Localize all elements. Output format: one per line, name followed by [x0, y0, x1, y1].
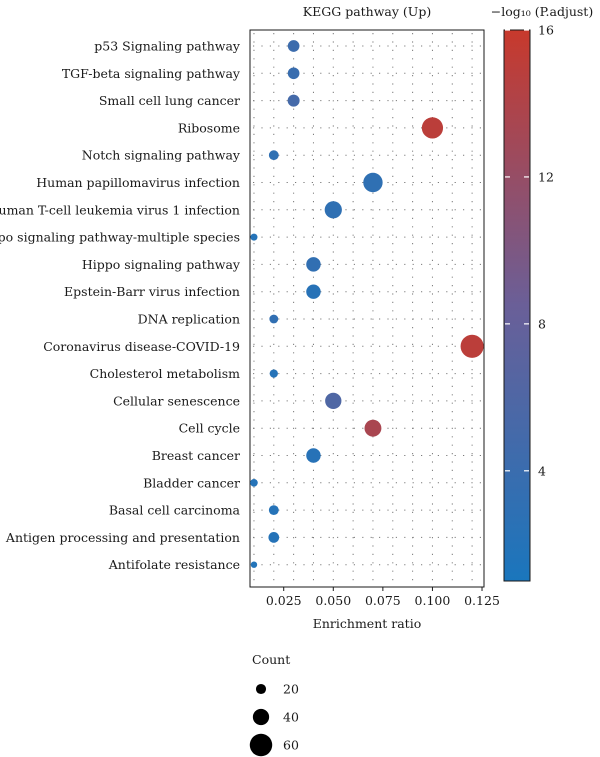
data-point — [306, 284, 321, 299]
x-tick-label: 0.075 — [365, 593, 401, 608]
chart-title: KEGG pathway (Up) — [303, 4, 431, 19]
category-label: TGF-beta signaling pathway — [62, 66, 241, 81]
colorbar-tick-label: 4 — [538, 463, 546, 478]
data-point — [460, 334, 484, 358]
size-legend-title: Count — [252, 652, 290, 667]
category-label: Coronavirus disease-COVID-19 — [43, 339, 240, 354]
category-label: Antigen processing and presentation — [5, 530, 240, 545]
data-point — [325, 392, 342, 410]
size-legend-dot — [255, 683, 267, 695]
category-label: Antifolate resistance — [108, 557, 240, 572]
colorbar-title: −log₁₀ (P.adjust) — [491, 4, 593, 19]
data-point — [250, 561, 258, 568]
data-point — [306, 257, 321, 272]
size-legend-dot — [252, 708, 270, 726]
data-point — [269, 314, 279, 324]
data-point — [269, 369, 278, 378]
data-point — [363, 172, 383, 193]
category-label: Human papillomavirus infection — [36, 175, 240, 190]
data-point — [324, 201, 342, 219]
category-label: Cellular senescence — [113, 393, 240, 408]
category-label: DNA replication — [138, 312, 240, 327]
data-point — [421, 117, 444, 139]
category-label: Hippo signaling pathway-multiple species — [0, 230, 240, 245]
category-label: Basal cell carcinoma — [109, 503, 241, 518]
data-point — [306, 448, 321, 463]
size-legend-label: 60 — [283, 738, 299, 753]
category-label: p53 Signaling pathway — [94, 39, 241, 54]
category-label: Notch signaling pathway — [82, 148, 241, 163]
x-tick-label: 0.025 — [266, 593, 302, 608]
size-legend: 20 40 60 — [249, 682, 299, 757]
data-point — [287, 94, 300, 107]
data-point — [287, 40, 300, 52]
category-label: Human T-cell leukemia virus 1 infection — [0, 202, 240, 217]
data-point — [250, 233, 258, 241]
data-point — [250, 478, 258, 487]
category-label: Breast cancer — [152, 448, 240, 463]
size-legend-label: 40 — [283, 710, 299, 725]
x-tick-label: 0.100 — [415, 593, 451, 608]
data-point — [268, 532, 280, 543]
category-label: Ribosome — [178, 120, 240, 135]
x-axis-label: Enrichment ratio — [313, 616, 421, 631]
category-label: Epstein-Barr virus infection — [64, 284, 240, 299]
colorbar-tick-label: 16 — [538, 23, 554, 38]
size-legend-label: 20 — [283, 682, 299, 697]
data-point — [287, 67, 300, 80]
colorbar-tick-label: 12 — [538, 169, 554, 184]
colorbar-ticks: 4 8 12 16 — [505, 23, 554, 478]
category-label: Cholesterol metabolism — [90, 366, 241, 381]
category-label: Small cell lung cancer — [99, 93, 240, 108]
category-label: Hippo signaling pathway — [82, 257, 241, 272]
category-label: Cell cycle — [179, 421, 240, 436]
data-points — [250, 40, 484, 568]
grid-lines — [253, 33, 481, 584]
x-tick-label: 0.050 — [315, 593, 351, 608]
data-point — [364, 419, 382, 437]
category-label: Bladder cancer — [143, 475, 240, 490]
size-legend-dot — [249, 733, 273, 757]
colorbar-tick-label: 8 — [538, 316, 546, 331]
plot-frame — [249, 29, 485, 588]
colorbar — [503, 29, 531, 582]
x-axis-ticks: 0.025 0.050 0.075 0.100 0.125 — [266, 587, 500, 608]
data-point — [268, 505, 279, 515]
data-point — [268, 150, 279, 161]
category-labels: p53 Signaling pathway TGF-beta signaling … — [0, 39, 241, 573]
x-tick-label: 0.125 — [464, 593, 500, 608]
